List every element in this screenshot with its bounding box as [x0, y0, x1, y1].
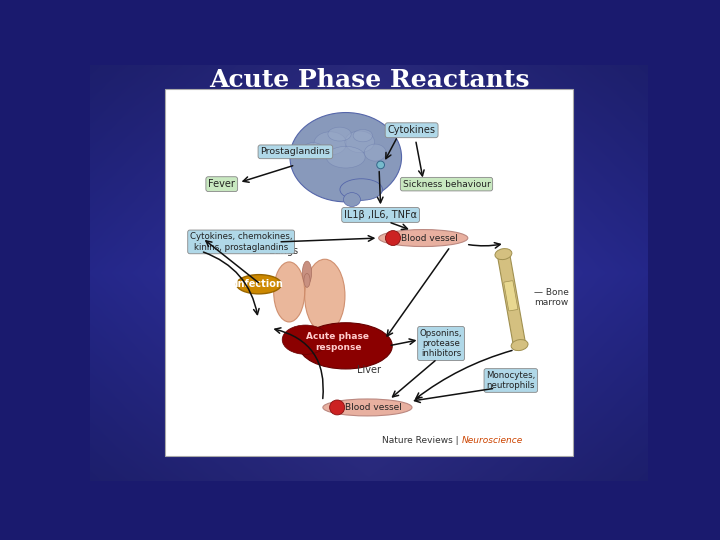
- Ellipse shape: [236, 275, 282, 294]
- Text: Cytokines: Cytokines: [387, 125, 436, 135]
- Text: Opsonins,
protease
inhibitors: Opsonins, protease inhibitors: [420, 329, 462, 359]
- Text: Blood vessel: Blood vessel: [401, 233, 458, 242]
- Ellipse shape: [343, 193, 361, 206]
- Text: Monocytes,
neutrophils: Monocytes, neutrophils: [486, 371, 536, 390]
- Text: — Bone
marrow: — Bone marrow: [534, 288, 569, 307]
- Ellipse shape: [302, 261, 312, 284]
- Ellipse shape: [511, 340, 528, 350]
- Ellipse shape: [274, 262, 305, 322]
- Ellipse shape: [302, 143, 324, 159]
- Ellipse shape: [379, 230, 468, 247]
- Ellipse shape: [300, 323, 392, 369]
- Circle shape: [330, 400, 345, 415]
- Text: Neuroscience: Neuroscience: [462, 436, 523, 445]
- Text: Sickness behaviour: Sickness behaviour: [402, 180, 490, 188]
- Ellipse shape: [340, 179, 382, 200]
- Bar: [165, 90, 573, 456]
- Ellipse shape: [495, 248, 512, 260]
- FancyBboxPatch shape: [498, 252, 526, 347]
- Ellipse shape: [282, 325, 329, 354]
- Text: Blood vessel: Blood vessel: [345, 403, 402, 412]
- Circle shape: [385, 231, 400, 246]
- Text: IL1β ,IL6, TNFα: IL1β ,IL6, TNFα: [344, 210, 417, 220]
- Ellipse shape: [323, 399, 412, 416]
- Ellipse shape: [290, 112, 402, 202]
- Text: Prostaglandins: Prostaglandins: [261, 147, 330, 156]
- Ellipse shape: [305, 259, 345, 333]
- FancyBboxPatch shape: [504, 281, 518, 311]
- Ellipse shape: [314, 132, 346, 155]
- Text: Cytokines, chemokines,
kinins, prostaglandins: Cytokines, chemokines, kinins, prostagla…: [190, 232, 292, 252]
- Ellipse shape: [304, 273, 310, 287]
- Text: Lungs: Lungs: [269, 246, 298, 256]
- Ellipse shape: [345, 131, 374, 153]
- Ellipse shape: [326, 146, 365, 168]
- Ellipse shape: [353, 130, 372, 142]
- Text: Acute Phase Reactants: Acute Phase Reactants: [209, 68, 529, 92]
- Text: Nature Reviews |: Nature Reviews |: [382, 436, 462, 445]
- Text: Liver: Liver: [357, 366, 381, 375]
- Text: Infection: Infection: [235, 279, 284, 289]
- Text: Fever: Fever: [208, 179, 235, 189]
- Circle shape: [377, 161, 384, 169]
- Text: Acute phase
response: Acute phase response: [307, 332, 369, 352]
- Ellipse shape: [328, 127, 351, 141]
- Ellipse shape: [364, 144, 386, 161]
